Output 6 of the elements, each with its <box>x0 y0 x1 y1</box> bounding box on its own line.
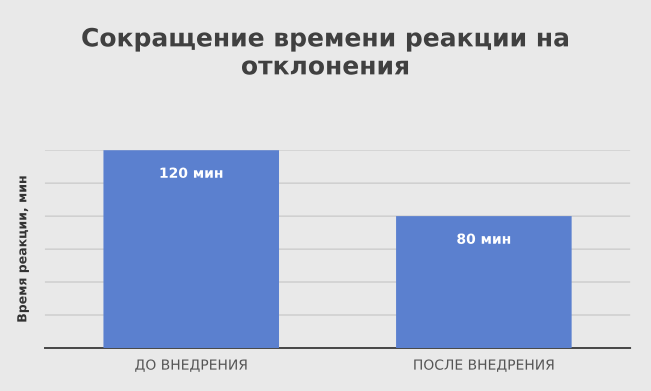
data-label: 80 мин <box>457 233 510 244</box>
chart-title: Сокращение времени реакции на отклонения <box>82 28 568 75</box>
x-tick-label: ДО ВНЕДРЕНИЯ <box>135 359 247 372</box>
data-label: 120 мин <box>160 168 222 178</box>
y-axis-title: Время реакции, мин <box>17 176 29 322</box>
x-tick-label: ПОСЛЕ ВНЕДРЕНИЯ <box>414 359 554 372</box>
